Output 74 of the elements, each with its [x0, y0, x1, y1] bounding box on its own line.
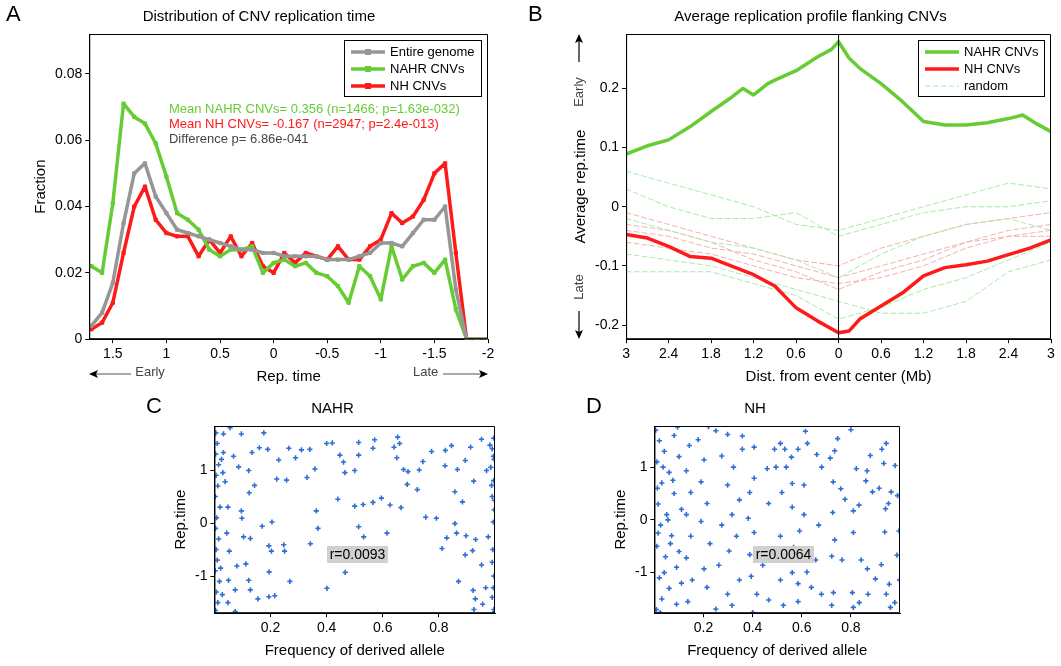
y-tick-label: 1	[199, 460, 208, 477]
x-tick-label: 0.5	[210, 345, 230, 362]
x-tick-label: 0.2	[693, 619, 714, 636]
y-axis-title: Rep.time	[611, 489, 629, 550]
x-tick-label: 0	[269, 345, 278, 362]
x-tick-label: 1.2	[913, 345, 934, 362]
legend-label: NH CNVs	[390, 78, 447, 93]
y-tick-label: 0.04	[55, 197, 83, 214]
x-axis-title: Frequency of derived allele	[264, 641, 445, 659]
y-axis-title: Fraction	[31, 159, 49, 214]
x-tick-label: 0	[834, 345, 843, 362]
x-tick-label: 0.2	[260, 619, 281, 636]
x-tick-label: 2.4	[658, 345, 679, 362]
y-tick-label: -1	[635, 563, 648, 580]
x-tick-label: -0.5	[315, 345, 340, 362]
x-tick-label: 1.2	[743, 345, 764, 362]
legend-label: NAHR CNVs	[964, 44, 1039, 59]
y-tick-label: -0.2	[595, 315, 620, 332]
y-tick-label: -1	[195, 566, 208, 583]
text: Late	[570, 274, 587, 300]
y-tick-label: 0.02	[55, 263, 83, 280]
text: B	[528, 1, 543, 27]
annotation: Mean NAHR CNVs= 0.356 (n=1466; p=1.63e-032)	[168, 101, 460, 117]
y-tick-label: 0.08	[55, 64, 83, 81]
x-tick-label: 0.8	[841, 619, 861, 636]
x-axis-title: Rep. time	[256, 367, 321, 385]
x-tick-label: 0.6	[373, 619, 393, 636]
x-tick-label: 3	[622, 345, 631, 362]
legend-label: NAHR CNVs	[390, 61, 465, 76]
legend-label: Entire genome	[390, 44, 475, 59]
x-tick-label: 2.4	[998, 345, 1019, 362]
x-axis-title: Dist. from event center (Mb)	[745, 367, 932, 385]
y-tick-label: 0.1	[599, 138, 620, 155]
chart-title: Distribution of CNV replication time	[142, 7, 376, 25]
text: Early	[570, 77, 587, 107]
y-axis-title: Average rep.time	[571, 129, 589, 244]
text: A	[6, 1, 21, 27]
text: Early	[135, 364, 165, 380]
x-tick-label: -1	[374, 345, 388, 362]
y-tick-label: 0.2	[599, 79, 620, 96]
x-tick-label: 3	[1047, 345, 1056, 362]
x-tick-label: 1.8	[701, 345, 722, 362]
x-tick-label: 0.6	[786, 345, 807, 362]
chart-title: NH	[744, 399, 766, 417]
x-tick-label: 0.8	[429, 619, 449, 636]
x-tick-label: 0.4	[316, 619, 337, 636]
x-tick-label: -2	[481, 345, 495, 362]
chart-title: Average replication profile flanking CNVs	[674, 7, 947, 25]
y-tick-label: 0	[639, 510, 648, 527]
y-tick-label: -0.1	[595, 256, 620, 273]
y-tick-label: 0	[74, 330, 83, 347]
annotation: r=0.0093	[326, 545, 389, 564]
x-tick-label: 0.4	[742, 619, 763, 636]
annotation: Mean NH CNVs= -0.167 (n=2947; p=2.4e-013)	[168, 116, 439, 132]
annotation: Difference p= 6.86e-041	[168, 131, 309, 147]
x-tick-label: 1.5	[103, 345, 123, 362]
chart-title: NAHR	[311, 399, 354, 417]
x-axis-title: Frequency of derived allele	[687, 641, 868, 659]
text: D	[586, 393, 602, 419]
y-axis-title: Rep.time	[171, 489, 189, 550]
y-tick-label: 0.06	[55, 131, 83, 148]
annotation: r=0.0064	[752, 545, 815, 564]
text: Late	[413, 364, 439, 380]
legend-label: random	[964, 78, 1009, 93]
y-tick-label: 1	[639, 457, 648, 474]
x-tick-label: -1.5	[422, 345, 447, 362]
y-tick-label: 0	[611, 197, 620, 214]
x-tick-label: 0.6	[871, 345, 891, 362]
x-tick-label: 1.8	[956, 345, 976, 362]
legend-label: NH CNVs	[964, 61, 1021, 76]
text: C	[146, 393, 162, 419]
x-tick-label: 1	[162, 345, 171, 362]
x-tick-label: 0.6	[792, 619, 812, 636]
y-tick-label: 0	[199, 513, 208, 530]
